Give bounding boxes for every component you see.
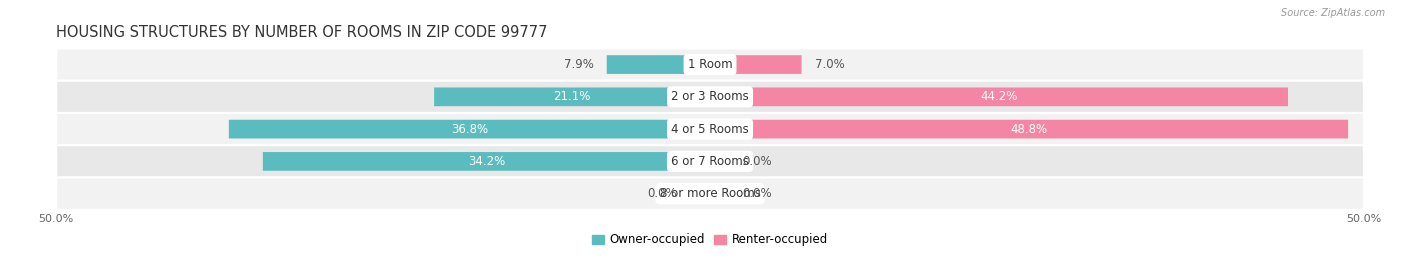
FancyBboxPatch shape bbox=[229, 120, 710, 139]
Legend: Owner-occupied, Renter-occupied: Owner-occupied, Renter-occupied bbox=[586, 229, 834, 251]
Text: 36.8%: 36.8% bbox=[451, 123, 488, 136]
Text: 34.2%: 34.2% bbox=[468, 155, 505, 168]
FancyBboxPatch shape bbox=[263, 152, 710, 171]
FancyBboxPatch shape bbox=[56, 81, 1364, 113]
FancyBboxPatch shape bbox=[710, 55, 801, 74]
Text: 7.0%: 7.0% bbox=[814, 58, 845, 71]
FancyBboxPatch shape bbox=[607, 55, 710, 74]
Text: 2 or 3 Rooms: 2 or 3 Rooms bbox=[671, 90, 749, 103]
FancyBboxPatch shape bbox=[56, 178, 1364, 210]
Text: Source: ZipAtlas.com: Source: ZipAtlas.com bbox=[1281, 8, 1385, 18]
Text: HOUSING STRUCTURES BY NUMBER OF ROOMS IN ZIP CODE 99777: HOUSING STRUCTURES BY NUMBER OF ROOMS IN… bbox=[56, 25, 548, 40]
FancyBboxPatch shape bbox=[710, 87, 1288, 106]
FancyBboxPatch shape bbox=[56, 145, 1364, 178]
FancyBboxPatch shape bbox=[710, 120, 1348, 139]
Text: 48.8%: 48.8% bbox=[1011, 123, 1047, 136]
Text: 0.0%: 0.0% bbox=[648, 187, 678, 200]
FancyBboxPatch shape bbox=[56, 48, 1364, 81]
Text: 4 or 5 Rooms: 4 or 5 Rooms bbox=[671, 123, 749, 136]
Text: 21.1%: 21.1% bbox=[554, 90, 591, 103]
Text: 1 Room: 1 Room bbox=[688, 58, 733, 71]
Text: 6 or 7 Rooms: 6 or 7 Rooms bbox=[671, 155, 749, 168]
Text: 8 or more Rooms: 8 or more Rooms bbox=[659, 187, 761, 200]
FancyBboxPatch shape bbox=[710, 152, 730, 171]
Text: 7.9%: 7.9% bbox=[564, 58, 593, 71]
FancyBboxPatch shape bbox=[690, 184, 710, 203]
Text: 0.0%: 0.0% bbox=[742, 155, 772, 168]
Text: 44.2%: 44.2% bbox=[980, 90, 1018, 103]
FancyBboxPatch shape bbox=[434, 87, 710, 106]
Text: 0.0%: 0.0% bbox=[742, 187, 772, 200]
FancyBboxPatch shape bbox=[710, 184, 730, 203]
FancyBboxPatch shape bbox=[56, 113, 1364, 145]
